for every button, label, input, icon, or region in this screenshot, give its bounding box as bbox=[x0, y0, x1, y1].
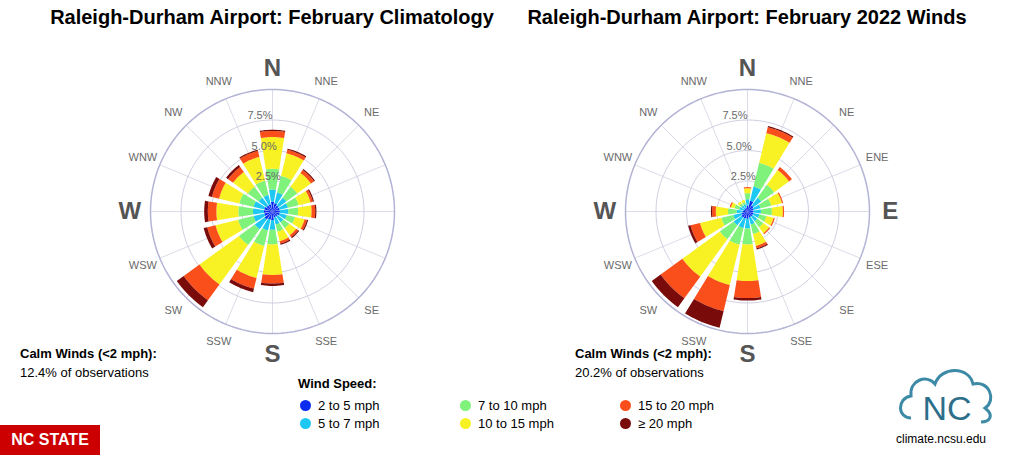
html-text:2 to 5 mph: 2 to 5 mph bbox=[318, 398, 380, 413]
svg-text:WSW: WSW bbox=[129, 259, 158, 271]
html-text:5 to 7 mph: 5 to 7 mph bbox=[318, 416, 380, 431]
html-text:Calm Winds (<2 mph):: Calm Winds (<2 mph): bbox=[20, 346, 157, 361]
svg-text:SE: SE bbox=[364, 304, 379, 316]
svg-text:NNW: NNW bbox=[681, 75, 708, 87]
svg-text:SE: SE bbox=[839, 304, 854, 316]
svg-text:NE: NE bbox=[839, 106, 854, 118]
svg-text:NNW: NNW bbox=[206, 75, 233, 87]
svg-text:5.0%: 5.0% bbox=[727, 140, 752, 152]
html-text:20.2% of observations: 20.2% of observations bbox=[575, 365, 704, 380]
svg-text:5.0%: 5.0% bbox=[252, 140, 277, 152]
svg-text:NW: NW bbox=[639, 106, 658, 118]
svg-text:2.5%: 2.5% bbox=[256, 170, 281, 182]
html-text:12.4% of observations: 12.4% of observations bbox=[20, 365, 149, 380]
svg-text:SSW: SSW bbox=[206, 335, 232, 347]
svg-text:E: E bbox=[882, 197, 898, 224]
html-text:Raleigh-Durham Airport: Februa: Raleigh-Durham Airport: February 2022 Wi… bbox=[527, 6, 967, 28]
svg-text:NC: NC bbox=[922, 389, 971, 427]
svg-text:W: W bbox=[118, 197, 141, 224]
svg-text:SSE: SSE bbox=[790, 335, 812, 347]
svg-text:2.5%: 2.5% bbox=[731, 170, 756, 182]
html-text:Calm Winds (<2 mph):: Calm Winds (<2 mph): bbox=[575, 346, 712, 361]
svg-text:7.5%: 7.5% bbox=[247, 109, 272, 121]
svg-text:NW: NW bbox=[164, 106, 183, 118]
svg-text:SSW: SSW bbox=[681, 335, 707, 347]
html-text:15 to 20 mph: 15 to 20 mph bbox=[638, 398, 714, 413]
svg-text:WNW: WNW bbox=[604, 151, 633, 163]
svg-text:7.5%: 7.5% bbox=[722, 109, 747, 121]
svg-text:ENE: ENE bbox=[866, 151, 889, 163]
svg-text:WSW: WSW bbox=[604, 259, 633, 271]
svg-text:SW: SW bbox=[639, 304, 657, 316]
svg-text:NNE: NNE bbox=[790, 75, 813, 87]
svg-text:S: S bbox=[264, 340, 280, 367]
html-text:NC STATE: NC STATE bbox=[11, 431, 89, 448]
svg-text:SSE: SSE bbox=[315, 335, 337, 347]
svg-text:NNE: NNE bbox=[315, 75, 338, 87]
html-text:Wind Speed:: Wind Speed: bbox=[298, 376, 377, 391]
html-text:climate.ncsu.edu: climate.ncsu.edu bbox=[896, 432, 986, 446]
html-text:Raleigh-Durham Airport: Februa: Raleigh-Durham Airport: February Climato… bbox=[50, 6, 494, 28]
svg-text:W: W bbox=[593, 197, 616, 224]
svg-text:NE: NE bbox=[364, 106, 379, 118]
html-text:≥ 20 mph: ≥ 20 mph bbox=[638, 416, 693, 431]
svg-text:S: S bbox=[739, 340, 755, 367]
html-text:10 to 15 mph: 10 to 15 mph bbox=[478, 416, 554, 431]
svg-text:ESE: ESE bbox=[866, 259, 888, 271]
svg-text:N: N bbox=[264, 54, 281, 81]
html-text:7 to 10 mph: 7 to 10 mph bbox=[478, 398, 547, 413]
svg-text:SW: SW bbox=[164, 304, 182, 316]
svg-text:N: N bbox=[739, 54, 756, 81]
svg-text:WNW: WNW bbox=[129, 151, 158, 163]
